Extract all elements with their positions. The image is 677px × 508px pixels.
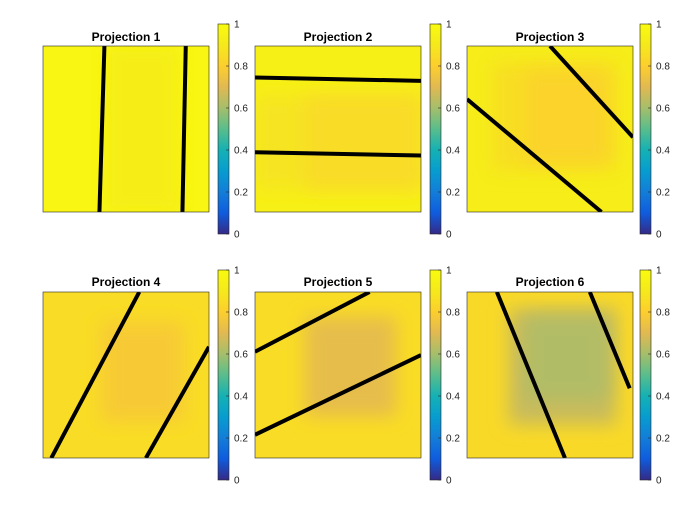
colorbar-tick-label: 0.4 [234, 146, 248, 157]
projection-line [587, 292, 632, 390]
colorbar-tick-label: 0.2 [656, 188, 670, 199]
projection-line [548, 46, 633, 139]
projection-line [255, 75, 421, 83]
colorbar [217, 23, 230, 235]
field-region [304, 95, 421, 189]
colorbar [429, 23, 442, 235]
field-region [106, 46, 180, 212]
colorbar-tick-label: 1 [234, 266, 240, 277]
colorbar-tick-label: 0.8 [234, 308, 248, 319]
panel-title: Projection 1 [92, 30, 161, 44]
colorbar-tick-label: 0.2 [656, 434, 670, 445]
panel-title: Projection 2 [304, 30, 373, 44]
colorbar-tick-label: 0.4 [446, 392, 460, 403]
colorbar-tick-label: 1 [656, 20, 662, 31]
colorbar-tick-label: 0.4 [446, 146, 460, 157]
colorbar-tick-label: 0.8 [234, 62, 248, 73]
colorbar-tick-label: 1 [446, 266, 452, 277]
field-region [304, 316, 397, 417]
colorbar-tick-label: 0.6 [234, 350, 248, 361]
projection-line [255, 292, 371, 354]
colorbar-tick-label: 0 [446, 476, 452, 487]
colorbar-tick-label: 1 [656, 266, 662, 277]
colorbar-tick-label: 1 [446, 20, 452, 31]
colorbar-tick-label: 0.6 [234, 104, 248, 115]
projection-line [495, 292, 567, 458]
panel-4: Projection 4 0 0.2 0.4 0.6 0.8 1 [42, 266, 248, 487]
colorbar-tick-label: 0.8 [446, 308, 460, 319]
colorbar-tick-label: 0.2 [234, 188, 248, 199]
axes-box [254, 45, 422, 213]
colorbar-tick-label: 0.6 [446, 104, 460, 115]
projection-line [255, 150, 421, 158]
colorbar-tick-label: 0 [234, 476, 240, 487]
colorbar-tick-label: 0 [656, 230, 662, 241]
colorbar-tick-label: 0.4 [234, 392, 248, 403]
panel-title: Projection 5 [304, 275, 373, 289]
colorbar-tick-label: 0.8 [656, 62, 670, 73]
projection-line [180, 46, 188, 212]
colorbar-tick-label: 0.4 [656, 392, 670, 403]
projection-line [467, 97, 603, 212]
axes-box [254, 291, 422, 459]
plot-area [467, 292, 633, 458]
colorbar-tick-label: 0 [446, 230, 452, 241]
colorbar [639, 23, 652, 235]
field-region [525, 70, 609, 163]
plot-area [255, 46, 421, 212]
axes-box [466, 45, 634, 213]
colorbar-tick-label: 0.4 [656, 146, 670, 157]
colorbar-tick-label: 0 [656, 476, 662, 487]
colorbar-tick-label: 0.2 [234, 434, 248, 445]
panel-1: Projection 1 0 0.2 0.4 0.6 0.8 1 [42, 20, 248, 241]
colorbar-tick-label: 0.6 [656, 104, 670, 115]
panel-5: Projection 5 0 0.2 0.4 0.6 0.8 1 [254, 266, 460, 487]
colorbar-tick-label: 0.2 [446, 434, 460, 445]
colorbar [429, 269, 442, 481]
projection-line [255, 353, 421, 437]
field-region [525, 316, 609, 400]
colorbar-tick-label: 0.2 [446, 188, 460, 199]
colorbar [639, 269, 652, 481]
plot-area [43, 292, 209, 458]
plot-area [43, 46, 209, 212]
panel-title: Projection 3 [516, 30, 585, 44]
panel-title: Projection 6 [516, 275, 585, 289]
panel-3: Projection 3 0 0.2 0.4 0.6 0.8 1 [466, 20, 670, 241]
axes-box [42, 291, 210, 459]
projection-line [97, 46, 107, 212]
colorbar-tick-label: 0 [234, 230, 240, 241]
colorbar-tick-label: 0.8 [446, 62, 460, 73]
panel-6: Projection 6 0 0.2 0.4 0.6 0.8 1 [466, 266, 670, 487]
colorbar-tick-label: 0.8 [656, 308, 670, 319]
colorbar [217, 269, 230, 481]
plot-area [255, 292, 421, 458]
axes-box [42, 45, 210, 213]
axes-box [466, 291, 634, 459]
colorbar-tick-label: 1 [234, 20, 240, 31]
projection-line [144, 345, 209, 458]
panel-title: Projection 4 [92, 275, 161, 289]
projection-line [49, 292, 142, 458]
colorbar-tick-label: 0.6 [446, 350, 460, 361]
panel-2: Projection 2 0 0.2 0.4 0.6 0.8 1 [254, 20, 460, 241]
colorbar-tick-label: 0.6 [656, 350, 670, 361]
plot-area [467, 46, 633, 212]
